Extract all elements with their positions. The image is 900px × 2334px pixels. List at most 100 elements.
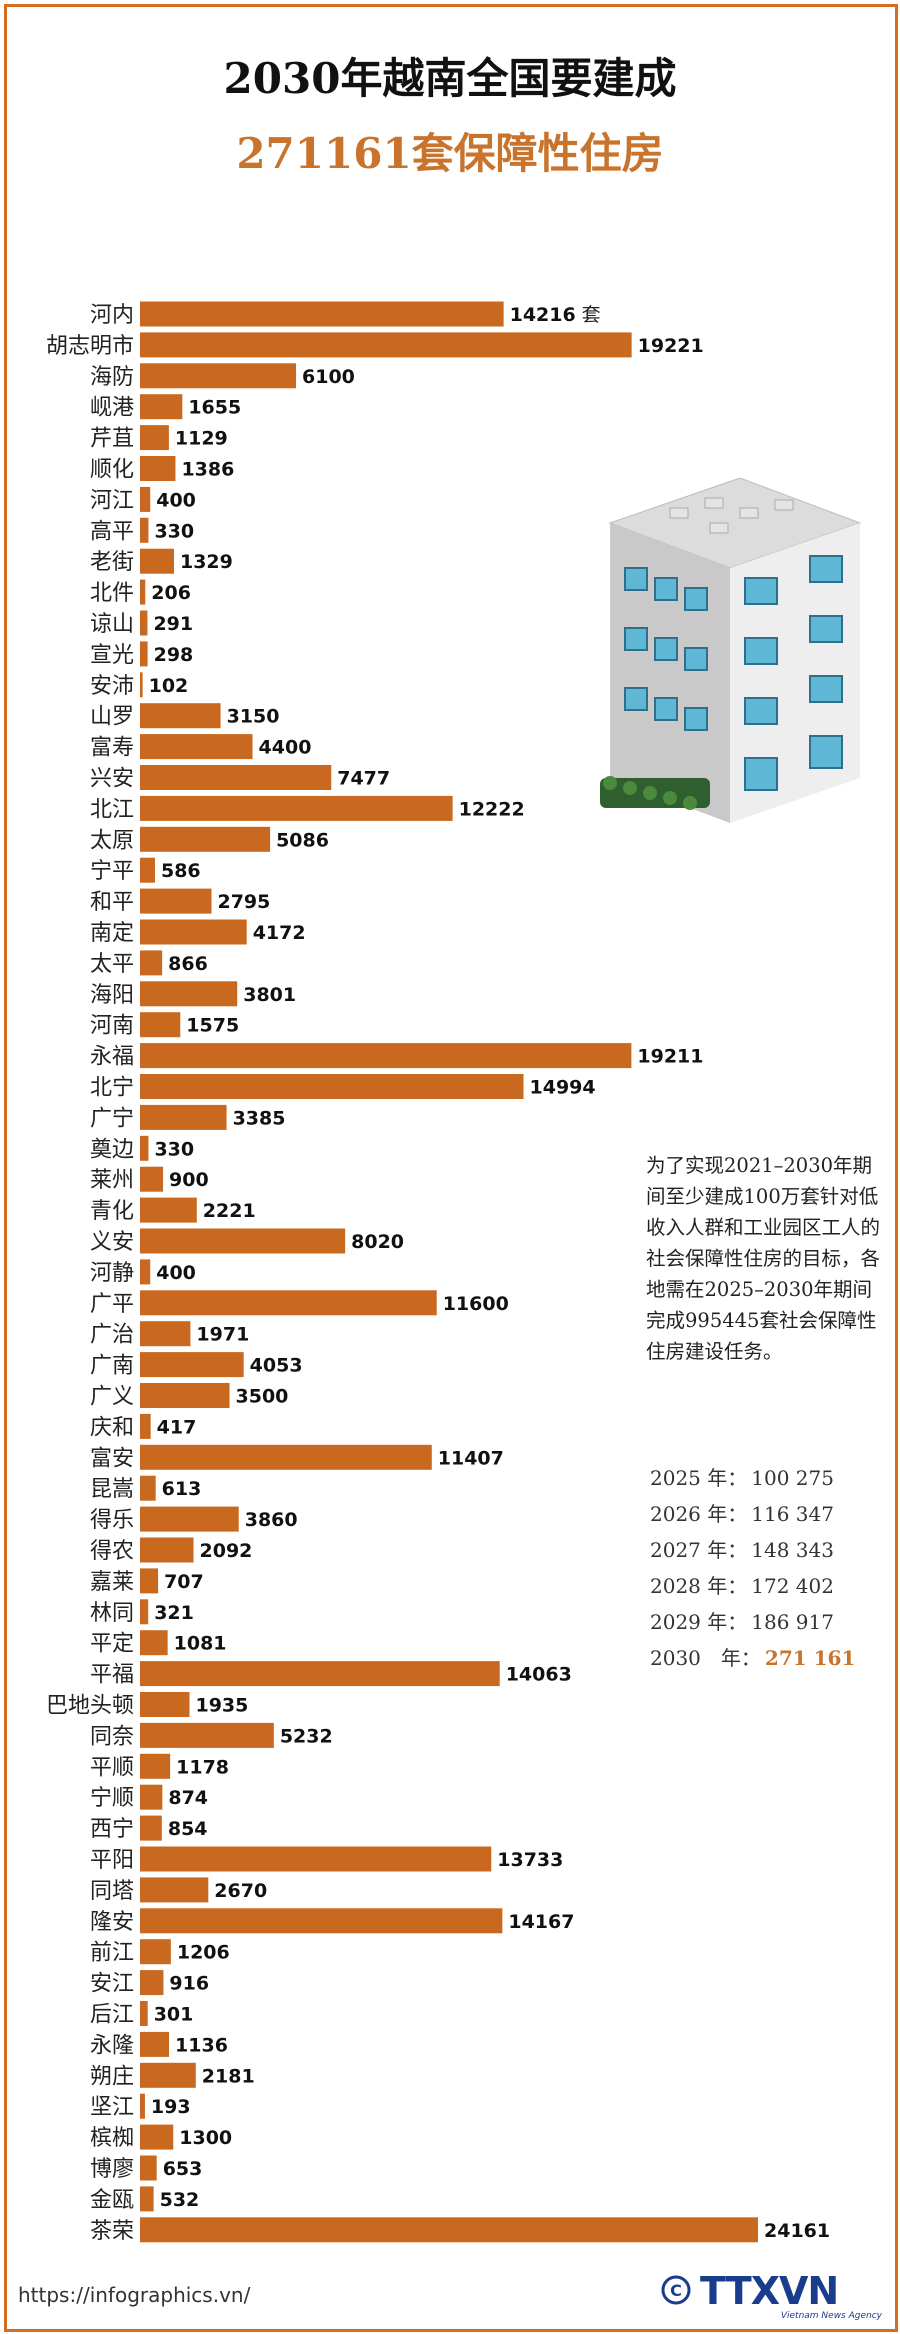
category-label: 得农 <box>90 1539 134 1564</box>
category-label: 岘港 <box>90 396 134 421</box>
bar-value-label: 2092 <box>200 1540 253 1562</box>
category-label: 义安 <box>90 1230 134 1255</box>
bar-value-label: 4053 <box>250 1355 303 1377</box>
bar <box>140 2155 157 2181</box>
category-label: 兴安 <box>90 767 134 792</box>
category-label: 安沛 <box>90 674 134 699</box>
bar <box>140 1846 492 1872</box>
category-label: 北件 <box>90 581 134 606</box>
bar-value-label: 586 <box>161 860 201 882</box>
bar <box>140 1877 209 1903</box>
category-label: 坚江 <box>90 2095 134 2120</box>
bar-value-label: 102 <box>149 675 189 697</box>
year-label: 2028 年： <box>650 1574 748 1598</box>
category-label: 富寿 <box>90 736 134 761</box>
category-label: 永福 <box>90 1045 134 1070</box>
bar-value-label: 330 <box>154 520 194 542</box>
category-label: 和平 <box>90 890 134 915</box>
category-label: 富安 <box>90 1446 134 1471</box>
bar <box>140 919 247 945</box>
bar <box>140 2186 154 2212</box>
category-label: 老街 <box>90 550 134 575</box>
bar-value-label: 2670 <box>214 1880 267 1902</box>
source-link[interactable]: https://infographics.vn/ <box>18 2283 251 2307</box>
category-label: 北宁 <box>90 1076 134 1101</box>
bar-value-label: 2181 <box>202 2065 255 2087</box>
bar-value-label: 301 <box>154 2004 194 2026</box>
category-label: 南定 <box>90 921 134 946</box>
category-label: 北江 <box>90 797 134 822</box>
bar-value-label: 1386 <box>181 459 234 481</box>
category-label: 得乐 <box>90 1508 134 1533</box>
category-label: 海阳 <box>90 983 134 1008</box>
category-label: 平定 <box>90 1632 134 1657</box>
bar <box>140 1939 171 1965</box>
bar-value-label: 400 <box>156 1262 196 1284</box>
bar <box>140 1290 437 1316</box>
bar <box>140 301 504 327</box>
bar-value-label: 1136 <box>175 2034 228 2056</box>
bar-value-label: 8020 <box>351 1231 404 1253</box>
bar-value-label: 14216 <box>510 304 576 326</box>
bar-value-label: 1655 <box>188 397 241 419</box>
bar-value-label: 613 <box>162 1478 202 1500</box>
year-row-2025: 2025 年： 100 275 <box>650 1460 855 1496</box>
copyright-icon <box>661 2275 691 2305</box>
bar <box>140 2093 145 2119</box>
bar <box>140 1043 632 1069</box>
year-row-2029: 2029 年： 186 917 <box>650 1604 855 1640</box>
bar-value-label: 866 <box>168 953 208 975</box>
bar-value-label: 2795 <box>217 891 270 913</box>
bar <box>140 456 176 481</box>
category-label: 隆安 <box>90 1910 134 1935</box>
bar-value-label: 916 <box>169 1973 209 1995</box>
bar-value-label: 900 <box>169 1169 209 1191</box>
category-label: 山罗 <box>90 705 134 730</box>
bar <box>140 1784 163 1810</box>
page-frame <box>4 4 898 2332</box>
bar-value-label: 854 <box>168 1818 208 1840</box>
bar <box>140 1630 168 1656</box>
category-label: 广南 <box>90 1354 134 1379</box>
category-label: 昆嵩 <box>90 1477 134 1502</box>
category-label: 朔庄 <box>90 2064 134 2089</box>
category-label: 平阳 <box>90 1848 134 1873</box>
year-value: 271 161 <box>764 1646 856 1670</box>
bar-value-label: 14167 <box>508 1911 574 1933</box>
bar <box>140 2217 758 2243</box>
bar-value-label: 206 <box>151 582 191 604</box>
category-label: 谅山 <box>90 612 134 637</box>
category-label: 芹苴 <box>90 427 134 452</box>
page-title: 2030年越南全国要建成 <box>223 54 677 103</box>
bar <box>140 1568 159 1594</box>
bar <box>140 1537 194 1563</box>
bar-value-label: 707 <box>164 1571 204 1593</box>
bar <box>140 981 238 1007</box>
bar-value-label: 1329 <box>180 551 233 573</box>
category-label: 同塔 <box>90 1879 134 1904</box>
bar <box>140 1228 346 1254</box>
bar-value-label: 1300 <box>179 2127 232 2149</box>
category-label: 广治 <box>90 1323 134 1348</box>
bar <box>140 363 297 389</box>
bar <box>140 332 632 358</box>
bar <box>140 734 253 760</box>
bar <box>140 2124 174 2150</box>
bar-value-label: 24161 <box>764 2220 830 2242</box>
bar <box>140 579 146 605</box>
bar <box>140 1722 274 1748</box>
bar <box>140 888 212 914</box>
bar <box>140 517 149 543</box>
bar-value-label: 532 <box>160 2189 200 2211</box>
category-label: 海防 <box>90 365 134 390</box>
bar <box>140 1259 151 1285</box>
bar-value-label: 11407 <box>438 1447 504 1469</box>
category-label: 太原 <box>90 828 134 853</box>
category-label: 广义 <box>90 1385 134 1410</box>
bar <box>140 826 271 852</box>
category-label: 后江 <box>90 2003 134 2028</box>
bar-value-label: 12222 <box>459 798 525 820</box>
building-illustration <box>600 478 862 823</box>
category-label: 宁平 <box>90 859 134 884</box>
